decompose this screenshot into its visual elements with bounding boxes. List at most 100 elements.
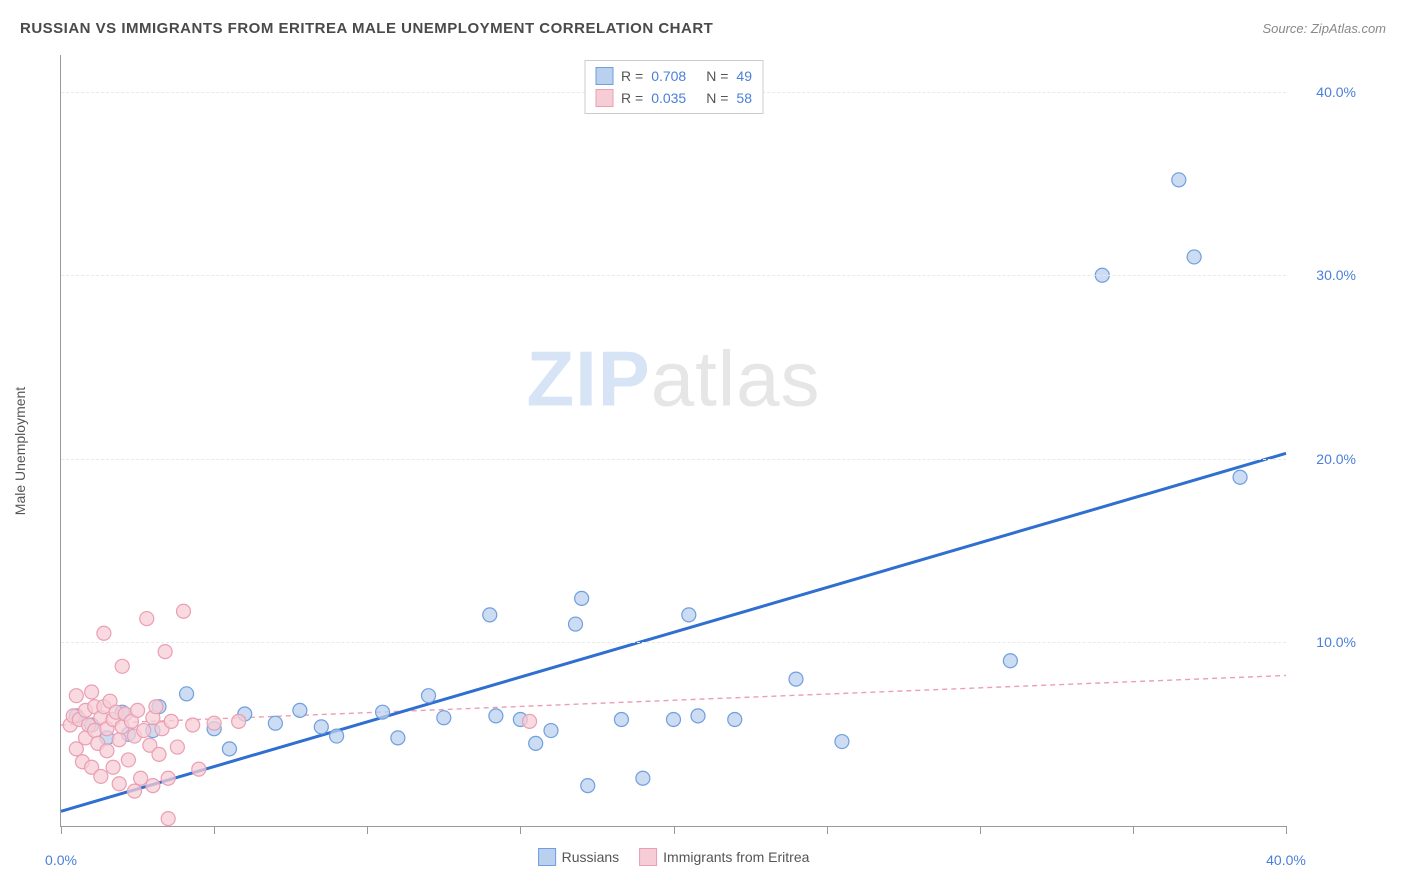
grid-line — [61, 459, 1286, 460]
swatch-russians-bottom — [538, 848, 556, 866]
x-tick — [980, 826, 981, 834]
legend-label-russians: Russians — [562, 849, 620, 865]
data-point — [131, 703, 145, 717]
correlation-legend: R = 0.708 N = 49 R = 0.035 N = 58 — [584, 60, 763, 114]
n-value-russians: 49 — [736, 68, 752, 84]
x-tick — [214, 826, 215, 834]
data-point — [186, 718, 200, 732]
data-point — [489, 709, 503, 723]
n-label: N = — [706, 68, 728, 84]
data-point — [140, 612, 154, 626]
y-axis-label: Male Unemployment — [12, 387, 28, 515]
data-point — [1172, 173, 1186, 187]
plot-svg — [61, 55, 1286, 826]
data-point — [581, 779, 595, 793]
data-point — [376, 705, 390, 719]
n-value-eritrea: 58 — [736, 90, 752, 106]
x-tick — [827, 826, 828, 834]
grid-line — [61, 275, 1286, 276]
data-point — [161, 771, 175, 785]
n-label: N = — [706, 90, 728, 106]
x-tick — [674, 826, 675, 834]
r-label: R = — [621, 68, 643, 84]
data-point — [134, 771, 148, 785]
data-point — [682, 608, 696, 622]
data-point — [667, 713, 681, 727]
data-point — [268, 716, 282, 730]
data-point — [232, 714, 246, 728]
r-value-russians: 0.708 — [651, 68, 686, 84]
r-value-eritrea: 0.035 — [651, 90, 686, 106]
data-point — [170, 740, 184, 754]
data-point — [523, 714, 537, 728]
data-point — [569, 617, 583, 631]
data-point — [121, 753, 135, 767]
regression-line-russians — [61, 453, 1286, 811]
x-tick — [367, 826, 368, 834]
r-label: R = — [621, 90, 643, 106]
data-point — [207, 716, 221, 730]
data-point — [149, 700, 163, 714]
x-tick — [1133, 826, 1134, 834]
data-point — [437, 711, 451, 725]
data-point — [115, 659, 129, 673]
data-point — [137, 724, 151, 738]
data-point — [1003, 654, 1017, 668]
chart-title: RUSSIAN VS IMMIGRANTS FROM ERITREA MALE … — [20, 20, 713, 37]
y-tick-label: 30.0% — [1296, 267, 1356, 283]
plot-area: ZIPatlas R = 0.708 N = 49 R = 0.035 N = … — [60, 55, 1286, 827]
data-point — [483, 608, 497, 622]
chart-source: Source: ZipAtlas.com — [1262, 21, 1386, 36]
data-point — [128, 784, 142, 798]
data-point — [152, 747, 166, 761]
data-point — [112, 733, 126, 747]
legend-item-eritrea: Immigrants from Eritrea — [639, 848, 809, 866]
data-point — [158, 645, 172, 659]
data-point — [529, 736, 543, 750]
data-point — [293, 703, 307, 717]
data-point — [192, 762, 206, 776]
data-point — [728, 713, 742, 727]
data-point — [112, 777, 126, 791]
data-point — [164, 714, 178, 728]
data-point — [94, 769, 108, 783]
data-point — [106, 760, 120, 774]
data-point — [1187, 250, 1201, 264]
legend-row-russians: R = 0.708 N = 49 — [595, 65, 752, 87]
chart-header: RUSSIAN VS IMMIGRANTS FROM ERITREA MALE … — [20, 20, 1386, 37]
data-point — [180, 687, 194, 701]
data-point — [69, 689, 83, 703]
data-point — [85, 685, 99, 699]
data-point — [222, 742, 236, 756]
x-tick-label: 40.0% — [1266, 852, 1306, 868]
data-point — [146, 779, 160, 793]
data-point — [691, 709, 705, 723]
swatch-russians — [595, 67, 613, 85]
y-tick-label: 20.0% — [1296, 451, 1356, 467]
data-point — [1233, 470, 1247, 484]
x-tick-label: 0.0% — [45, 852, 77, 868]
legend-label-eritrea: Immigrants from Eritrea — [663, 849, 809, 865]
legend-row-eritrea: R = 0.035 N = 58 — [595, 87, 752, 109]
swatch-eritrea-bottom — [639, 848, 657, 866]
data-point — [636, 771, 650, 785]
y-tick-label: 10.0% — [1296, 634, 1356, 650]
data-point — [614, 713, 628, 727]
data-point — [544, 724, 558, 738]
x-tick — [1286, 826, 1287, 834]
data-point — [100, 744, 114, 758]
data-point — [330, 729, 344, 743]
data-point — [314, 720, 328, 734]
data-point — [575, 591, 589, 605]
grid-line — [61, 642, 1286, 643]
data-point — [391, 731, 405, 745]
y-tick-label: 40.0% — [1296, 84, 1356, 100]
data-point — [835, 735, 849, 749]
series-legend: Russians Immigrants from Eritrea — [538, 848, 810, 866]
data-point — [789, 672, 803, 686]
legend-item-russians: Russians — [538, 848, 620, 866]
x-tick — [61, 826, 62, 834]
data-point — [177, 604, 191, 618]
chart-container: Male Unemployment ZIPatlas R = 0.708 N =… — [50, 55, 1366, 847]
data-point — [97, 626, 111, 640]
